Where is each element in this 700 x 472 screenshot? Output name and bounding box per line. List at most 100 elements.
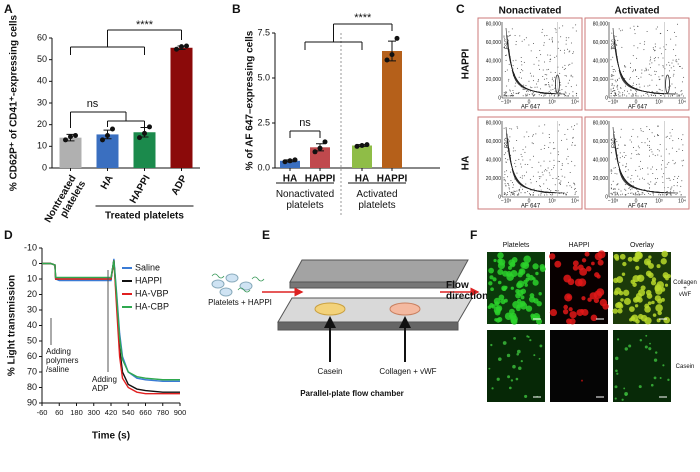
group-label: Nonactivated platelets bbox=[276, 189, 334, 211]
event-dot bbox=[510, 93, 512, 95]
event-dot bbox=[638, 83, 640, 85]
event-dot bbox=[654, 95, 656, 97]
data-point bbox=[147, 124, 152, 130]
event-dot bbox=[568, 51, 570, 53]
event-dot bbox=[543, 148, 545, 150]
event-dot bbox=[673, 163, 675, 165]
cell-signal bbox=[638, 385, 642, 389]
cell-signal bbox=[627, 256, 633, 262]
event-dot bbox=[635, 149, 637, 151]
event-dot bbox=[559, 49, 561, 51]
event-dot bbox=[503, 46, 505, 48]
cell-signal bbox=[569, 311, 577, 319]
cell-signal bbox=[510, 312, 517, 319]
cell-signal bbox=[654, 351, 658, 354]
event-dot bbox=[552, 80, 554, 82]
cell-signal bbox=[494, 318, 498, 322]
event-dot bbox=[676, 185, 678, 187]
event-dot bbox=[615, 43, 617, 45]
event-dot bbox=[661, 53, 663, 55]
event-dot bbox=[629, 77, 631, 79]
cell-signal bbox=[516, 282, 523, 289]
event-dot bbox=[616, 193, 618, 195]
event-dot bbox=[621, 46, 623, 48]
event-dot bbox=[661, 168, 663, 170]
cell-signal bbox=[647, 301, 652, 306]
cell-signal bbox=[662, 364, 665, 367]
event-dot bbox=[561, 139, 563, 141]
event-dot bbox=[548, 172, 550, 174]
data-point bbox=[317, 145, 323, 151]
event-dot bbox=[618, 188, 620, 190]
y-axis-label: FSC bbox=[611, 138, 617, 148]
y-axis-label: % CD62P⁺ of CD41⁺-expressing cells bbox=[9, 14, 20, 191]
x-tick-label: −10³ bbox=[501, 198, 511, 204]
y-tick-label: 40,000 bbox=[593, 157, 609, 163]
event-dot bbox=[610, 184, 612, 186]
event-dot bbox=[646, 31, 648, 33]
event-dot bbox=[506, 69, 508, 71]
row-label: Collagen + vWF bbox=[673, 280, 697, 298]
event-dot bbox=[569, 172, 571, 174]
event-dot bbox=[542, 174, 544, 176]
cell-signal bbox=[654, 285, 661, 292]
event-dot bbox=[668, 86, 670, 88]
event-dot bbox=[637, 95, 639, 97]
event-dot bbox=[610, 48, 612, 50]
event-dot bbox=[565, 39, 567, 41]
event-dot bbox=[638, 78, 640, 80]
event-dot bbox=[575, 30, 577, 32]
event-dot bbox=[547, 187, 549, 189]
panel-letter: E bbox=[262, 228, 270, 242]
event-dot bbox=[615, 35, 617, 37]
event-dot bbox=[526, 95, 528, 97]
event-dot bbox=[640, 76, 642, 78]
event-dot bbox=[572, 142, 574, 144]
event-dot bbox=[632, 55, 634, 57]
event-dot bbox=[616, 140, 618, 142]
event-dot bbox=[572, 52, 574, 54]
event-dot bbox=[658, 76, 660, 78]
event-dot bbox=[630, 89, 632, 91]
data-point bbox=[384, 57, 390, 63]
event-dot bbox=[636, 154, 638, 156]
event-dot bbox=[552, 193, 554, 195]
event-dot bbox=[557, 130, 559, 132]
event-dot bbox=[561, 175, 563, 177]
event-dot bbox=[519, 176, 521, 178]
cell-signal bbox=[622, 261, 627, 267]
event-dot bbox=[636, 84, 638, 86]
x-tick-label: 10³ bbox=[655, 198, 663, 204]
y-tick-label: 60 bbox=[27, 351, 37, 361]
event-dot bbox=[646, 126, 648, 128]
positive-cluster bbox=[665, 74, 670, 94]
y-tick-label: 20 bbox=[37, 119, 47, 129]
polymer-icon bbox=[251, 276, 265, 282]
event-dot bbox=[668, 177, 670, 179]
event-dot bbox=[612, 71, 614, 73]
event-dot bbox=[612, 180, 614, 182]
cell-signal bbox=[623, 297, 631, 305]
event-dot bbox=[558, 94, 560, 96]
y-tick-label: 60,000 bbox=[593, 40, 609, 46]
cell-signal bbox=[569, 318, 576, 325]
data-point bbox=[354, 143, 360, 149]
group-label: Treated platelets bbox=[105, 211, 184, 222]
event-dot bbox=[569, 50, 571, 52]
event-dot bbox=[509, 90, 511, 92]
plot-frame bbox=[477, 116, 583, 210]
cell-signal bbox=[631, 314, 639, 322]
event-dot bbox=[610, 139, 612, 141]
data-point bbox=[282, 159, 288, 165]
event-dot bbox=[506, 85, 508, 87]
event-dot bbox=[572, 128, 574, 130]
event-dot bbox=[669, 85, 671, 87]
event-dot bbox=[536, 86, 538, 88]
event-dot bbox=[620, 136, 622, 138]
event-dot bbox=[575, 24, 577, 26]
event-dot bbox=[656, 84, 658, 86]
event-dot bbox=[674, 87, 676, 89]
x-tick-label: 300 bbox=[87, 408, 100, 417]
y-axis-label: % Light transmission bbox=[7, 275, 18, 376]
x-tick-label: 780 bbox=[156, 408, 169, 417]
